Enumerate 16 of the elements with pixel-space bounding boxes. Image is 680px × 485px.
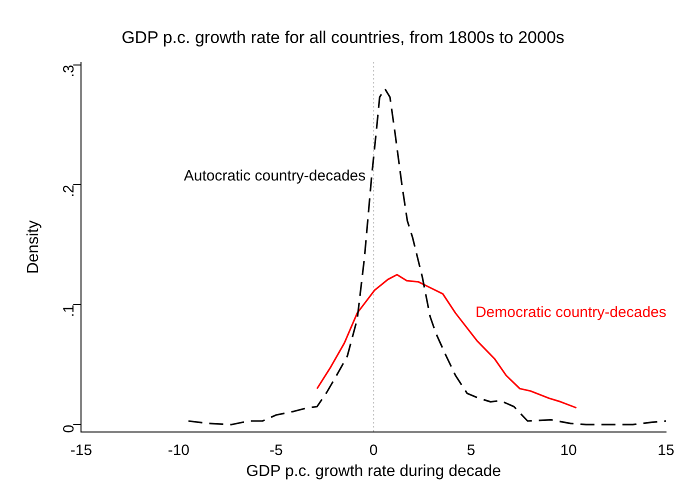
y-tick-label: .1 <box>60 304 78 318</box>
series-label: Democratic country-decades <box>475 304 666 322</box>
chart-title: GDP p.c. growth rate for all countries, from 1800s to 2000s <box>122 28 564 47</box>
series-label: Autocratic country-decades <box>184 167 366 184</box>
x-tick-label: 5 <box>466 442 476 459</box>
x-tick-label: -10 <box>168 442 190 459</box>
y-tick-label: 0 <box>60 424 78 433</box>
y-tick-label: .2 <box>60 184 78 198</box>
x-tick-label: 15 <box>658 442 674 459</box>
x-tick-label: 10 <box>560 442 577 459</box>
x-tick-label: -5 <box>269 442 283 459</box>
x-axis-title: GDP p.c. growth rate during decade <box>246 462 502 480</box>
y-axis-title: Density <box>25 220 42 274</box>
y-tick-label: .3 <box>60 64 78 78</box>
x-tick-label: 0 <box>369 442 378 459</box>
x-tick-label: -15 <box>70 442 92 459</box>
